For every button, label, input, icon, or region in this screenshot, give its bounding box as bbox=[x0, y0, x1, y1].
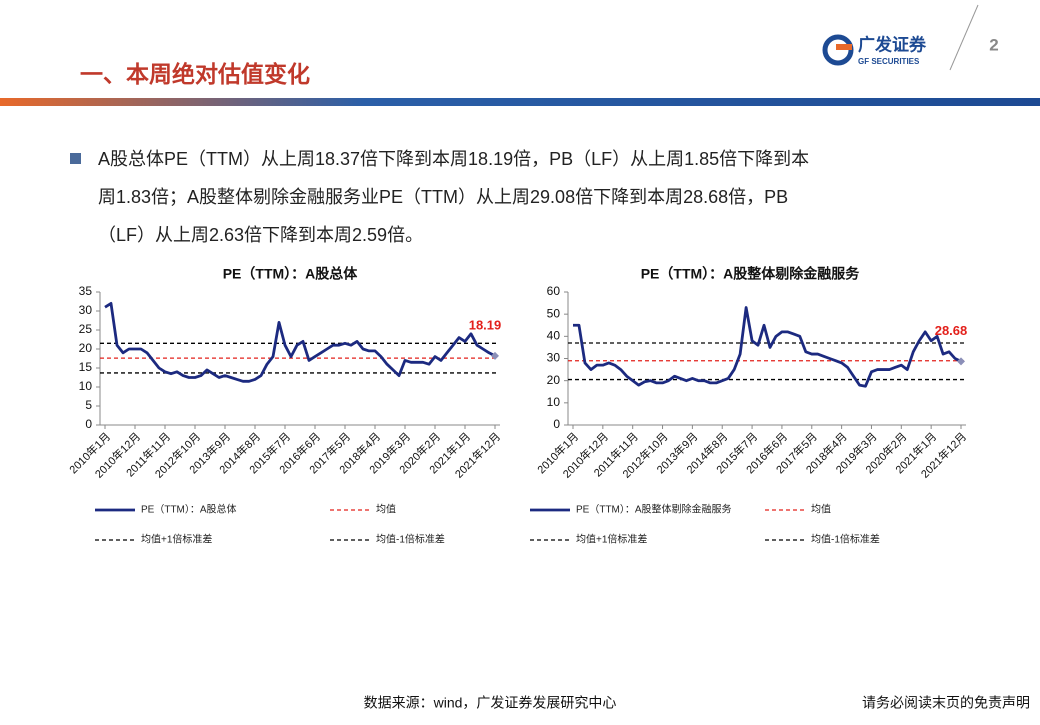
series-line bbox=[573, 306, 962, 388]
legend-label: 均值 bbox=[811, 503, 831, 516]
y-tick-label: 50 bbox=[547, 306, 561, 320]
series-line bbox=[104, 302, 496, 383]
y-tick-label: 10 bbox=[547, 395, 561, 409]
legend-label: 均值+1倍标准差 bbox=[576, 533, 647, 546]
data-label: 18.19 bbox=[469, 317, 502, 332]
bullet-icon bbox=[70, 153, 81, 164]
y-tick-label: 20 bbox=[547, 373, 561, 387]
y-tick-label: 40 bbox=[547, 329, 561, 343]
disclaimer: 请务必阅读末页的免责声明 bbox=[862, 695, 1030, 711]
logo-text: 广发证券 bbox=[858, 34, 927, 54]
legend-label: 均值-1倍标准差 bbox=[376, 533, 445, 546]
y-tick-label: 30 bbox=[547, 351, 561, 365]
legend-label: 均值+1倍标准差 bbox=[141, 533, 212, 546]
y-tick-label: 5 bbox=[85, 398, 92, 412]
bullet-text: （LF）从上周2.63倍下降到本周2.59倍。 bbox=[98, 225, 423, 245]
y-tick-label: 60 bbox=[547, 284, 561, 298]
end-marker bbox=[491, 351, 499, 360]
y-tick-label: 10 bbox=[79, 379, 93, 393]
source-note: 数据来源：wind，广发证券发展研究中心 bbox=[364, 695, 617, 711]
y-tick-label: 0 bbox=[553, 417, 560, 431]
legend-label: 均值 bbox=[376, 503, 396, 516]
slide-title: 一、本周绝对估值变化 bbox=[80, 61, 310, 87]
bullet-text: 周1.83倍；A股整体剔除金融服务业PE（TTM）从上周29.08倍下降到本周2… bbox=[98, 187, 788, 207]
page-number: 2 bbox=[989, 35, 998, 54]
logo-icon bbox=[836, 44, 852, 50]
y-tick-label: 25 bbox=[79, 322, 93, 336]
y-tick-label: 35 bbox=[79, 284, 93, 298]
chart-title: PE（TTM）：A股总体 bbox=[223, 266, 359, 282]
divider bbox=[949, 4, 979, 71]
header-bar bbox=[0, 98, 1040, 106]
legend-label: PE（TTM）：A股总体 bbox=[141, 503, 237, 516]
y-tick-label: 15 bbox=[79, 360, 93, 374]
data-label: 28.68 bbox=[935, 323, 968, 338]
bullet-text: A股总体PE（TTM）从上周18.37倍下降到本周18.19倍，PB（LF）从上… bbox=[98, 149, 809, 169]
end-marker bbox=[957, 357, 965, 366]
logo-text-en: GF SECURITIES bbox=[858, 57, 920, 66]
y-tick-label: 0 bbox=[85, 417, 92, 431]
chart-title: PE（TTM）：A股整体剔除金融服务 bbox=[641, 266, 861, 282]
legend-label: PE（TTM）：A股整体剔除金融服务 bbox=[576, 503, 732, 516]
y-tick-label: 20 bbox=[79, 341, 93, 355]
legend-label: 均值-1倍标准差 bbox=[811, 533, 880, 546]
y-tick-label: 30 bbox=[79, 303, 93, 317]
